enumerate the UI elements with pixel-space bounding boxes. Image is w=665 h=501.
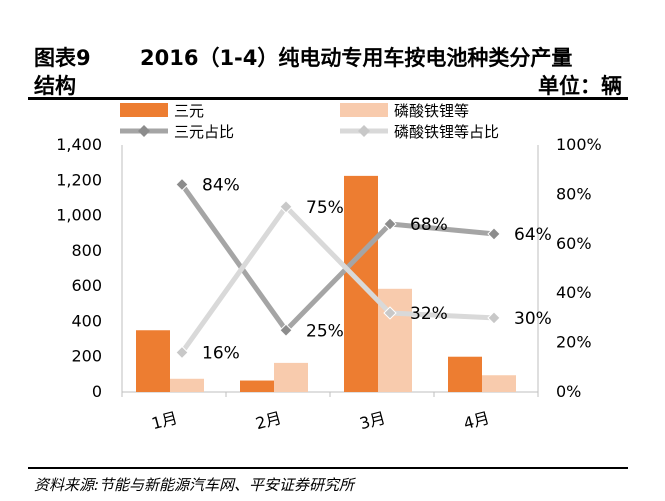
legend-label: 三元占比 bbox=[174, 123, 234, 141]
data-label: 84% bbox=[202, 176, 240, 196]
chart-title-continuation: 结构 bbox=[34, 74, 76, 98]
line-ternary-share bbox=[179, 183, 495, 333]
legend-label: 磷酸铁锂等 bbox=[394, 102, 469, 120]
legend-label: 磷酸铁锂等占比 bbox=[394, 123, 499, 141]
data-label: 30% bbox=[514, 309, 552, 329]
y-left-tick-label: 1,000 bbox=[56, 206, 102, 225]
figure-header: 图表9 2016（1-4）纯电动专用车按电池种类分产量 结构 单位：辆 bbox=[28, 40, 628, 98]
y-right-tick-label: 20% bbox=[556, 333, 592, 352]
data-label: 25% bbox=[306, 321, 344, 341]
bar-ternary bbox=[240, 380, 274, 392]
x-tick-label: 3月 bbox=[357, 408, 387, 433]
y-right-tick-label: 60% bbox=[556, 234, 592, 253]
bar-ternary bbox=[136, 330, 170, 392]
figure-label: 图表9 bbox=[34, 46, 91, 70]
y-right-tick-label: 80% bbox=[556, 184, 592, 203]
y-left-tick-label: 1,200 bbox=[56, 170, 102, 189]
point-lfp-share bbox=[383, 306, 397, 320]
point-ternary-share bbox=[383, 217, 397, 231]
y-left-tick-label: 200 bbox=[71, 347, 102, 366]
y-right-tick-label: 0% bbox=[556, 382, 581, 401]
y-left-tick-label: 600 bbox=[71, 276, 102, 295]
data-label: 68% bbox=[410, 215, 448, 235]
unit-label: 单位：辆 bbox=[538, 74, 622, 98]
point-ternary-share bbox=[487, 227, 501, 241]
bar-lfp bbox=[170, 378, 204, 392]
y-left-tick-label: 0 bbox=[92, 382, 102, 401]
point-lfp-share bbox=[487, 311, 501, 325]
data-label: 64% bbox=[514, 225, 552, 245]
y-left-tick-label: 800 bbox=[71, 241, 102, 260]
legend-swatch bbox=[120, 103, 168, 117]
y-right-tick-label: 40% bbox=[556, 283, 592, 302]
y-left-tick-label: 1,400 bbox=[56, 135, 102, 154]
y-left-tick-label: 400 bbox=[71, 311, 102, 330]
source-note: 资料来源:节能与新能源汽车网、平安证券研究所 bbox=[34, 476, 355, 494]
data-label: 16% bbox=[202, 343, 240, 363]
x-tick-label: 4月 bbox=[461, 408, 491, 433]
chart-title: 2016（1-4）纯电动专用车按电池种类分产量 bbox=[140, 46, 573, 70]
x-tick-label: 2月 bbox=[253, 408, 283, 433]
legend-swatch bbox=[340, 103, 388, 117]
point-lfp-share bbox=[279, 200, 293, 214]
y-right-tick-label: 100% bbox=[556, 135, 602, 154]
legend-label: 三元 bbox=[174, 102, 204, 120]
bar-ternary bbox=[448, 356, 482, 392]
bar-lfp bbox=[274, 362, 308, 392]
point-lfp-share bbox=[175, 345, 189, 360]
legend-marker bbox=[138, 125, 150, 137]
bar-lfp bbox=[482, 375, 516, 392]
point-ternary-share bbox=[175, 177, 189, 192]
header-rule bbox=[28, 97, 628, 100]
footer-rule bbox=[28, 467, 628, 469]
x-tick-label: 1月 bbox=[149, 408, 179, 433]
line-lfp-share bbox=[179, 204, 495, 354]
legend-marker bbox=[358, 125, 370, 137]
point-ternary-share bbox=[279, 323, 293, 337]
data-label: 75% bbox=[306, 198, 344, 218]
data-label: 32% bbox=[410, 304, 448, 324]
